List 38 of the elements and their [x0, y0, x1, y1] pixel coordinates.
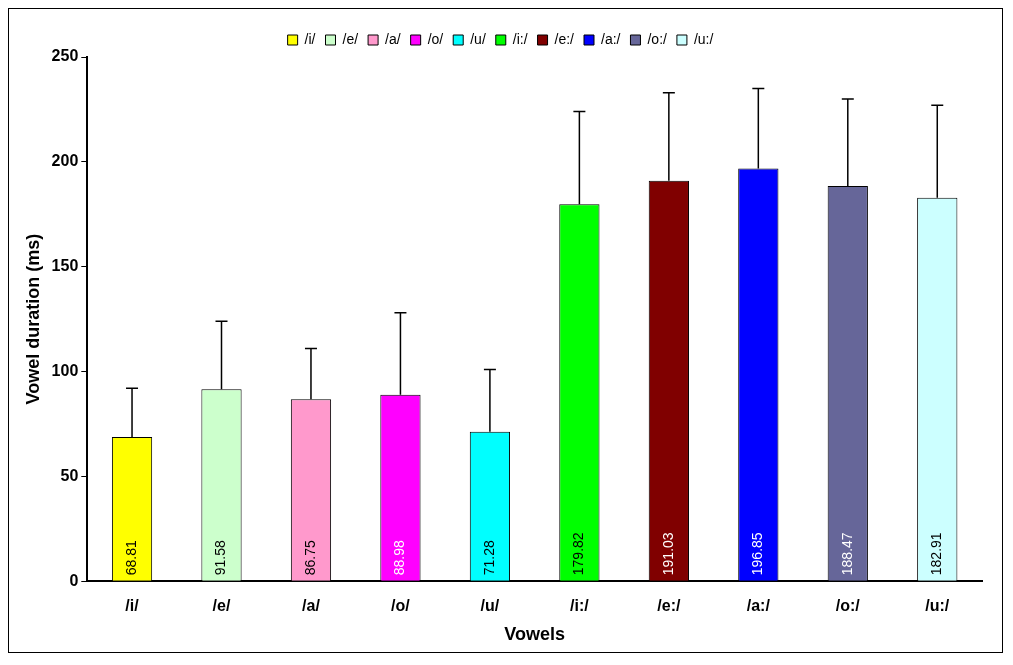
legend-label: /u/	[470, 30, 486, 47]
y-tick-label: 200	[51, 152, 79, 170]
data-label: 86.75	[301, 539, 318, 576]
data-label: 71.28	[480, 539, 497, 576]
y-tick-label: 150	[51, 257, 79, 275]
x-tick-label: /e/	[212, 597, 231, 615]
data-label: 188.47	[838, 532, 855, 576]
x-tick-label: /i/	[125, 597, 140, 615]
legend-label: /o:/	[647, 30, 668, 47]
data-label: 179.82	[570, 532, 587, 576]
x-tick-label: /o:/	[835, 597, 861, 615]
legend-label: /a:/	[601, 30, 621, 47]
y-tick-label: 50	[60, 466, 79, 484]
data-label: 68.81	[122, 539, 139, 576]
data-label: 191.03	[659, 532, 676, 576]
data-label: 88.98	[391, 539, 408, 576]
x-tick-label: /u/	[480, 597, 500, 615]
legend-label: /i/	[304, 30, 316, 47]
y-tick-label: 250	[51, 47, 79, 65]
legend-label: /e/	[342, 30, 359, 47]
y-tick-label: 0	[69, 571, 79, 589]
x-axis-title: Vowels	[504, 624, 565, 645]
legend-label: /a/	[385, 30, 401, 47]
x-tick-label: /a/	[302, 597, 321, 615]
y-tick-label: 100	[51, 361, 79, 379]
legend-label: /o/	[427, 30, 444, 47]
x-tick-label: /u:/	[925, 597, 950, 615]
data-label: 182.91	[928, 532, 945, 576]
x-tick-label: /i:/	[570, 597, 590, 615]
data-label: 91.58	[212, 539, 229, 576]
legend-label: /e:/	[554, 30, 575, 47]
legend-label: /i:/	[512, 30, 528, 47]
y-axis-title: Vowel duration (ms)	[22, 233, 43, 405]
data-label: 196.85	[749, 532, 766, 576]
x-tick-label: /e:/	[657, 597, 681, 615]
legend-label: /u:/	[693, 30, 714, 47]
x-tick-label: /a:/	[746, 597, 771, 615]
x-tick-label: /o/	[391, 597, 411, 615]
